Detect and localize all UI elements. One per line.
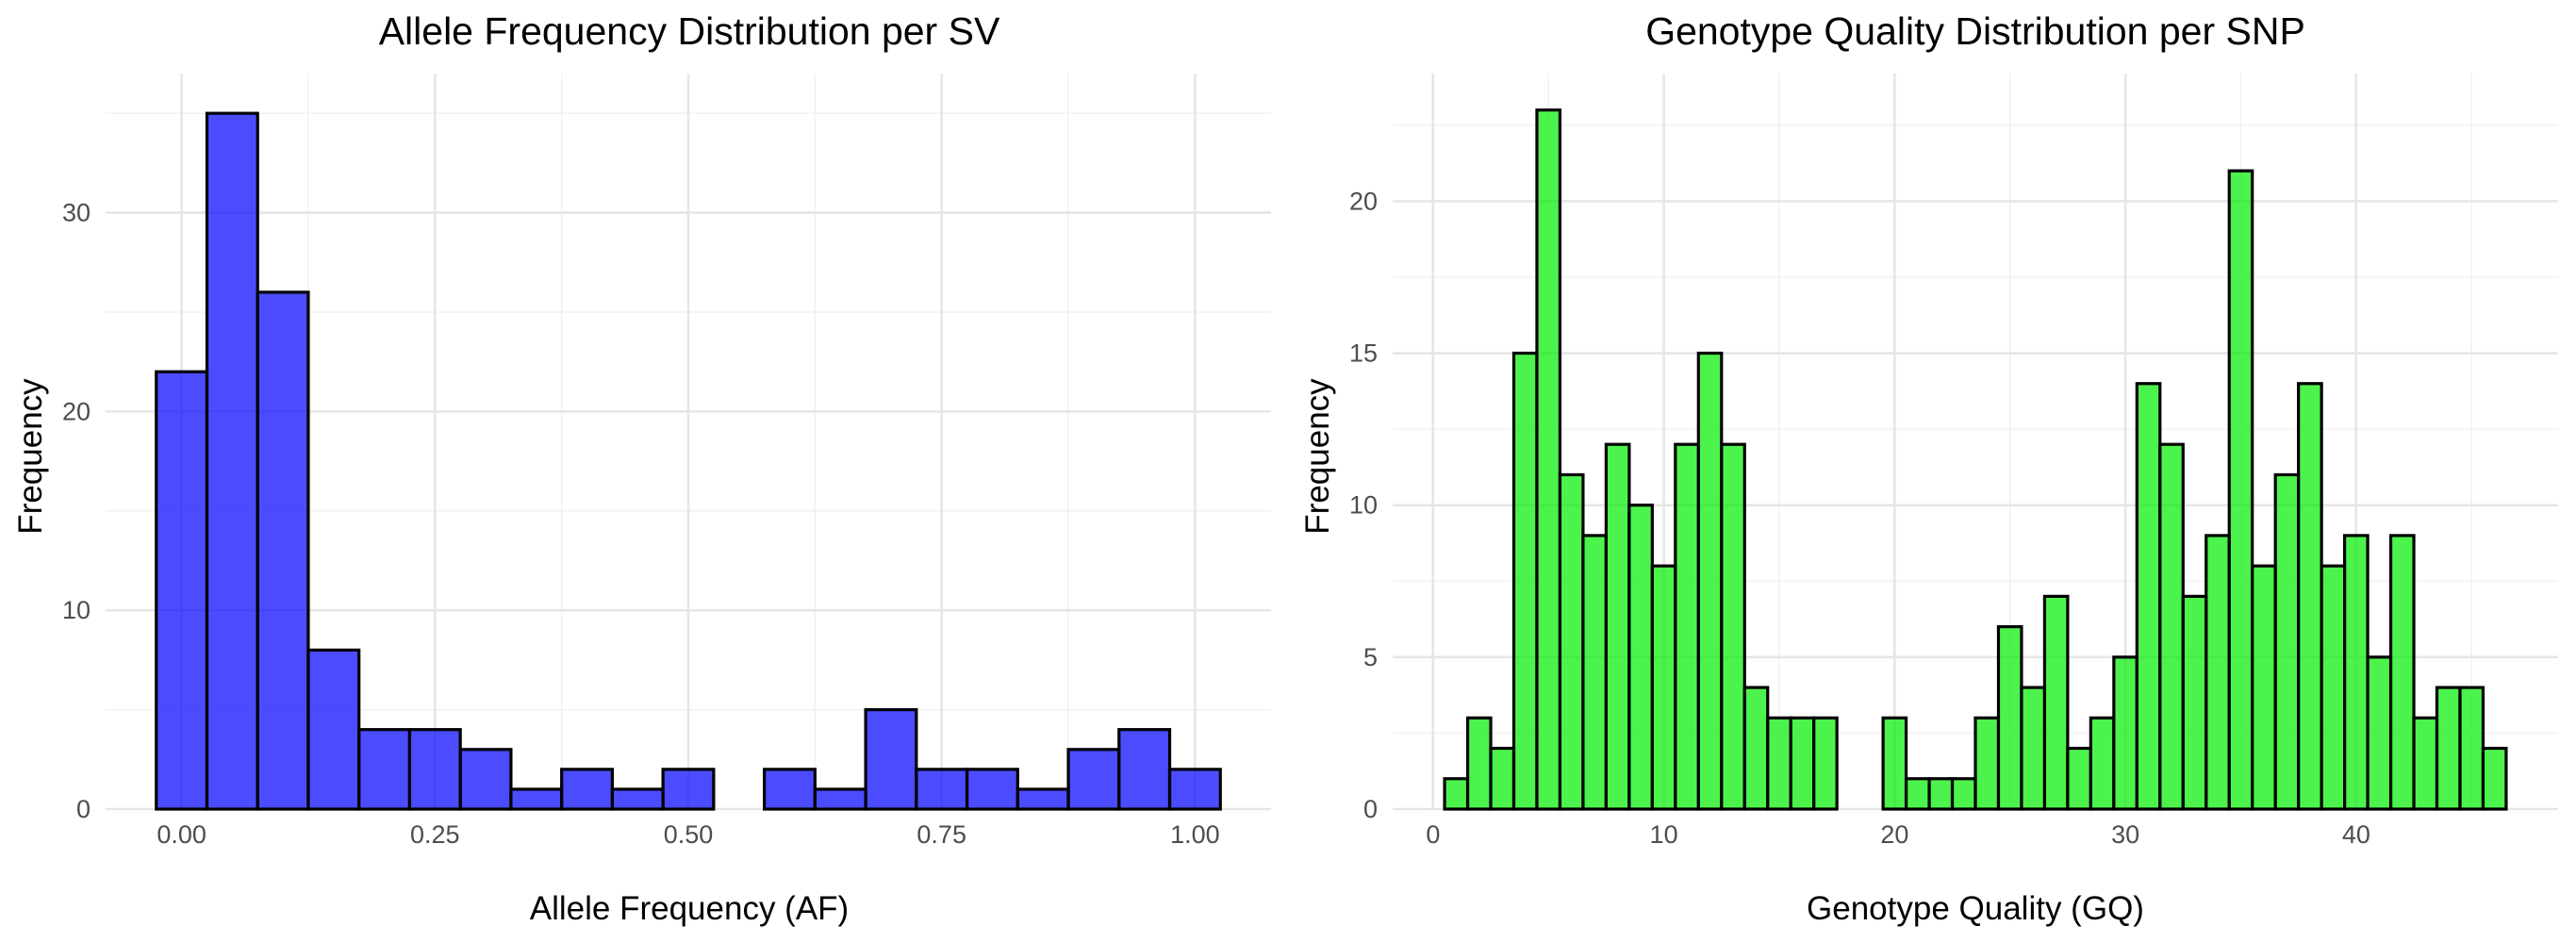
histogram-bar: 33: 7 [2181,594,2208,811]
y-tick-label: 0 [1363,795,1378,823]
y-tick-label: 30 [62,199,91,227]
histogram-bar: 17: 3 [1812,716,1839,811]
chart-title: Genotype Quality Distribution per SNP [1645,9,2305,53]
histogram-bar: 23: 1 [1950,777,1977,811]
x-tick-label: 10 [1650,820,1678,849]
histogram-bar: 0.4: 2 [560,768,614,811]
y-axis-label: Frequency [12,378,49,535]
histogram-bar: 0.9: 3 [1066,748,1121,811]
histogram-bar: 39: 8 [2320,564,2347,811]
histogram-bar: 8: 12 [1604,442,1631,811]
histogram-bar: 16: 3 [1789,716,1816,811]
histogram-bar: 0.65: 1 [813,787,867,811]
x-tick-label: 30 [2111,820,2139,849]
histogram-bar: 41: 5 [2366,655,2393,811]
x-tick-label: 40 [2342,820,2370,849]
histogram-bar: 35: 21 [2227,169,2254,811]
histogram-bar: 7: 9 [1581,534,1608,811]
histogram-bar: 11: 12 [1674,442,1700,811]
histogram-bar: 0.35: 1 [509,787,564,811]
histogram-bar: 0.8: 2 [965,768,1019,811]
histogram-bar: 1: 2 [1167,768,1222,811]
histogram-bar: 27: 7 [2042,594,2070,811]
x-tick-label: 1.00 [1170,820,1220,849]
histogram-bar: 5: 23 [1535,108,1562,811]
histogram-bar: 3: 2 [1489,746,1516,811]
x-tick-label: 0.00 [157,820,206,849]
y-tick-label: 10 [62,596,91,624]
histogram-bar: 4: 15 [1511,351,1539,811]
histogram-bar: 9: 10 [1627,504,1654,811]
histogram-bar: 0.85: 1 [1016,787,1070,811]
histogram-bar: 22: 1 [1927,777,1955,811]
histogram-bar: 10: 8 [1650,564,1677,811]
histogram-bar: 44: 4 [2435,686,2462,811]
histogram-bar: 32: 12 [2158,442,2185,811]
histogram-bar: 31: 14 [2135,382,2162,811]
histogram-bar: 0.3: 3 [458,748,513,811]
histogram-bar: 43: 3 [2412,716,2439,811]
bars: 0: 220.05: 350.1: 260.15: 80.2: 40.25: 4… [155,111,1222,811]
histogram-bar: 12: 15 [1696,351,1724,811]
y-tick-label: 10 [1349,491,1378,520]
histogram-bar: 37: 11 [2273,472,2301,811]
histogram-bar: 1: 1 [1443,777,1470,811]
histogram-bar: 21: 1 [1904,777,1931,811]
x-tick-label: 0 [1426,820,1440,849]
histogram-bar: 0.6: 2 [763,768,817,811]
histogram-bar: 40: 9 [2343,534,2370,811]
tick-labels: 0.00 0.25 0.50 0.75 1.00 0 10 20 30 [62,199,1220,849]
y-tick-label: 20 [1349,187,1378,215]
histogram-bar: 25: 6 [1996,625,2023,811]
x-tick-label: 0.50 [664,820,714,849]
panel-allele-frequency: Allele Frequency Distribution per SV All… [12,9,1271,927]
chart-title: Allele Frequency Distribution per SV [379,9,1000,53]
x-tick-label: 20 [1880,820,1908,849]
histogram-bar: 0.25: 4 [407,728,462,811]
histogram-bar: 14: 4 [1742,686,1770,811]
y-tick-label: 20 [62,397,91,425]
histogram-bar: 42: 9 [2388,534,2416,811]
y-tick-label: 15 [1349,339,1378,368]
histogram-bar: 38: 14 [2297,382,2323,811]
y-axis-label: Frequency [1299,378,1336,535]
histogram-bar: 0.7: 5 [864,707,918,811]
histogram-bar: 0: 22 [155,370,209,811]
histogram-bar: 13: 12 [1720,442,1746,811]
histogram-bar: 2: 3 [1465,716,1493,811]
x-axis-label: Allele Frequency (AF) [530,890,849,927]
y-tick-label: 0 [76,795,91,823]
histogram-bar: 0.5: 2 [661,768,716,811]
histogram-bar: 6: 11 [1558,472,1585,811]
histogram-bar: 15: 3 [1766,716,1792,811]
histogram-bar: 26: 4 [2020,686,2047,811]
histogram-bar: 34: 9 [2204,534,2231,811]
histogram-bar: 30: 5 [2112,655,2138,811]
histogram-bar: 0.45: 1 [610,787,665,811]
histogram-bar: 20: 3 [1881,716,1908,811]
histogram-bar: 24: 3 [1973,716,2001,811]
histogram-bar: 0.95: 4 [1117,728,1172,811]
x-axis-label: Genotype Quality (GQ) [1807,890,2144,927]
histogram-bar: 46: 2 [2481,746,2508,811]
bars: 1: 12: 33: 24: 155: 236: 117: 98: 129: 1… [1443,108,2508,811]
histogram-bar: 0.15: 8 [306,648,361,811]
tick-labels: 0 10 20 30 40 0 5 10 15 20 [1349,187,2370,849]
y-tick-label: 5 [1363,643,1378,671]
histogram-bar: 28: 2 [2066,746,2092,811]
histogram-bar: 45: 4 [2458,686,2485,811]
histogram-bar: 0.75: 2 [915,768,969,811]
x-tick-label: 0.25 [410,820,460,849]
histogram-bar: 29: 3 [2089,716,2116,811]
histogram-bar: 0.05: 35 [205,111,259,811]
histogram-bar: 0.2: 4 [357,728,412,811]
histogram-bar: 36: 8 [2251,564,2277,811]
panel-genotype-quality: Genotype Quality Distribution per SNP Ge… [1299,9,2558,927]
x-tick-label: 0.75 [916,820,966,849]
histogram-bar: 0.1: 26 [256,290,310,811]
